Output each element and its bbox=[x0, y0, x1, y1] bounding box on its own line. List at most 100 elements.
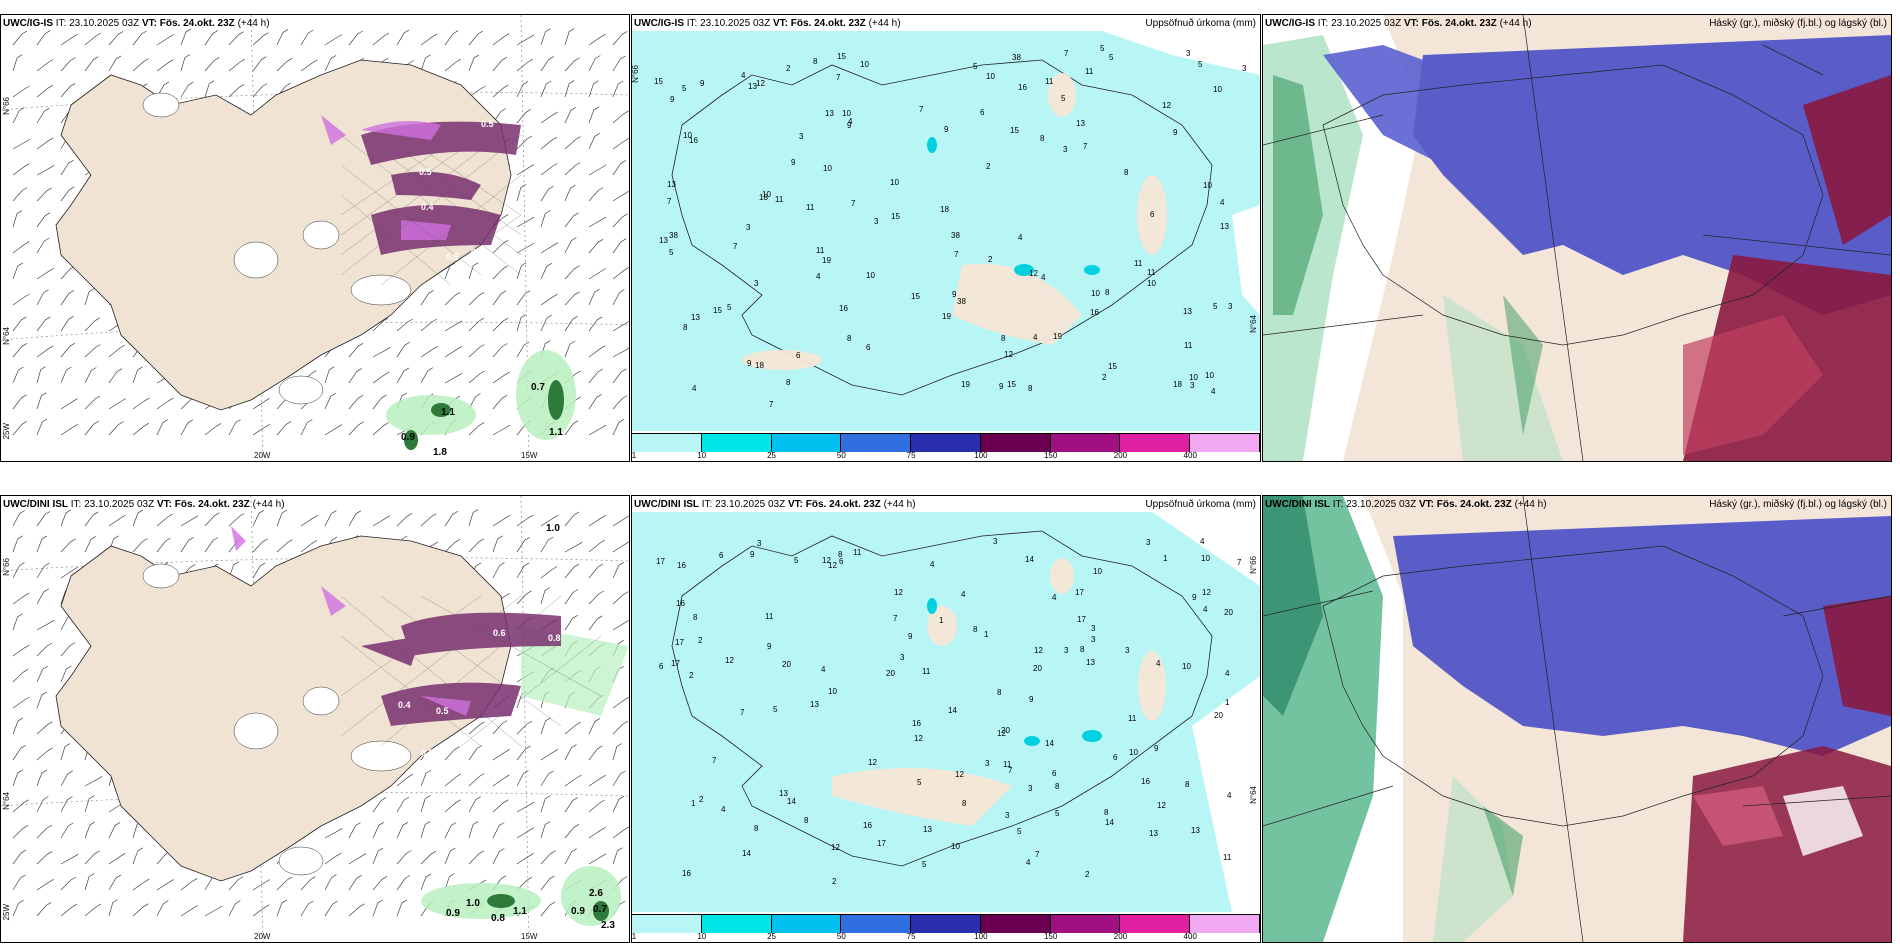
precip-value: 20 bbox=[782, 660, 791, 669]
wind-barb bbox=[540, 56, 554, 72]
wind-barb bbox=[540, 163, 558, 176]
precip-value: 20 bbox=[1001, 726, 1010, 735]
precip-value: 10 bbox=[1091, 289, 1100, 298]
wind-barb bbox=[372, 317, 389, 332]
wind-barb bbox=[228, 58, 245, 72]
wind-barb bbox=[180, 81, 194, 98]
precip-value: 5 bbox=[1100, 44, 1105, 53]
lat-label: N°64 bbox=[2, 792, 11, 810]
precip-value: 14 bbox=[1045, 739, 1054, 748]
precip-value: 11 bbox=[765, 612, 774, 621]
wind-barb bbox=[60, 366, 72, 384]
wind-barb bbox=[588, 80, 599, 98]
precip-value: 16 bbox=[1090, 308, 1099, 317]
precip-value: 7 bbox=[919, 105, 924, 114]
wind-barb bbox=[468, 393, 481, 410]
precip-value: 8 bbox=[786, 378, 791, 387]
wind-barb bbox=[348, 874, 362, 891]
lon-label: 20W bbox=[254, 451, 271, 460]
wind-barb bbox=[60, 876, 76, 891]
precip-value: 16 bbox=[863, 821, 872, 830]
wind-barb bbox=[300, 876, 316, 891]
colorbar-label: 10 bbox=[697, 451, 707, 460]
precip-value: 11 bbox=[806, 203, 815, 212]
precip-value: 2 bbox=[832, 877, 837, 886]
wind-barb bbox=[84, 32, 101, 46]
panel-header: UWC/IG-IS IT: 23.10.2025 03Z VT: Fös. 24… bbox=[3, 18, 270, 29]
wind-barb bbox=[252, 562, 266, 579]
wind-barb bbox=[468, 422, 485, 436]
wind-barb bbox=[588, 345, 606, 358]
wind-barb bbox=[12, 342, 28, 358]
wind-barb bbox=[84, 511, 99, 527]
colorbar-segment bbox=[841, 915, 912, 933]
wind-barb bbox=[372, 32, 389, 46]
wind-barb bbox=[132, 509, 144, 527]
colorbar-label: 75 bbox=[906, 451, 916, 460]
wind-barb bbox=[84, 821, 96, 839]
wind-barb bbox=[324, 827, 343, 839]
wind-barb bbox=[444, 372, 463, 384]
precip-value: 12 bbox=[725, 656, 734, 665]
wind-barb bbox=[444, 346, 462, 358]
colorbar-segment bbox=[1120, 915, 1191, 933]
wind-barb bbox=[12, 138, 31, 150]
wind-barb bbox=[12, 510, 25, 527]
wind-barb bbox=[60, 822, 74, 839]
precip-value: 8 bbox=[973, 625, 978, 634]
wind-barb bbox=[228, 31, 244, 46]
wind-barb bbox=[540, 717, 551, 735]
wind-barb bbox=[420, 367, 433, 384]
precip-value: 5 bbox=[773, 705, 778, 714]
precip-value: 19 bbox=[822, 256, 831, 265]
wind-barb bbox=[12, 668, 29, 683]
precip-value: 8 bbox=[813, 57, 818, 66]
precip-value: 11 bbox=[922, 667, 931, 676]
precip-value: 19 bbox=[961, 380, 970, 389]
precip-value: 5 bbox=[922, 860, 927, 869]
wind-barb bbox=[612, 743, 622, 761]
wind-barb bbox=[612, 80, 624, 98]
wind-barb bbox=[252, 397, 270, 410]
wind-barb bbox=[564, 340, 576, 358]
precip-value: 15 bbox=[1007, 380, 1016, 389]
precip-value: 12 bbox=[831, 843, 840, 852]
precip-value: 8 bbox=[847, 334, 852, 343]
precip-value: 18 bbox=[940, 205, 949, 214]
wind-barb bbox=[108, 398, 126, 410]
wind-barb bbox=[156, 900, 169, 917]
wind-barb bbox=[36, 665, 48, 683]
wind-barb bbox=[612, 395, 628, 410]
wind-barb bbox=[492, 33, 510, 46]
wind-barb bbox=[516, 184, 527, 202]
wind-barb bbox=[612, 320, 629, 332]
wind-barb bbox=[12, 744, 26, 761]
wind-barb bbox=[108, 421, 124, 436]
wind-barb bbox=[492, 371, 510, 384]
panel-title: Uppsöfnuð úrkoma (mm) bbox=[1145, 499, 1256, 510]
wind-barb bbox=[516, 745, 531, 761]
wind-barb bbox=[516, 242, 535, 254]
wind-barb bbox=[252, 538, 268, 553]
wind-barb bbox=[12, 824, 29, 839]
wind-barb bbox=[228, 900, 241, 917]
wind-barb bbox=[204, 30, 219, 46]
precip-value: 20 bbox=[1224, 608, 1233, 617]
precip-value: 16 bbox=[1141, 777, 1150, 786]
precip-value: 3 bbox=[874, 217, 879, 226]
wind-barb bbox=[564, 162, 581, 176]
panel-igis-clouds: UWC/IG-IS IT: 23.10.2025 03Z VT: Fös. 24… bbox=[1262, 14, 1892, 462]
precip-value: 14 bbox=[948, 706, 957, 715]
wind-barb bbox=[588, 615, 603, 631]
wind-barb bbox=[84, 395, 101, 410]
precip-value: 10 bbox=[828, 687, 837, 696]
precip-value: 15 bbox=[1108, 362, 1117, 371]
wind-barb bbox=[516, 262, 527, 280]
wind-barb bbox=[444, 822, 457, 839]
wind-barb bbox=[396, 821, 409, 839]
precip-value: 3 bbox=[1228, 302, 1233, 311]
iceland-outline bbox=[1322, 545, 1824, 827]
colorbar-segment bbox=[980, 915, 1051, 933]
precip-value: 4 bbox=[821, 665, 826, 674]
wind-barb bbox=[36, 511, 51, 527]
